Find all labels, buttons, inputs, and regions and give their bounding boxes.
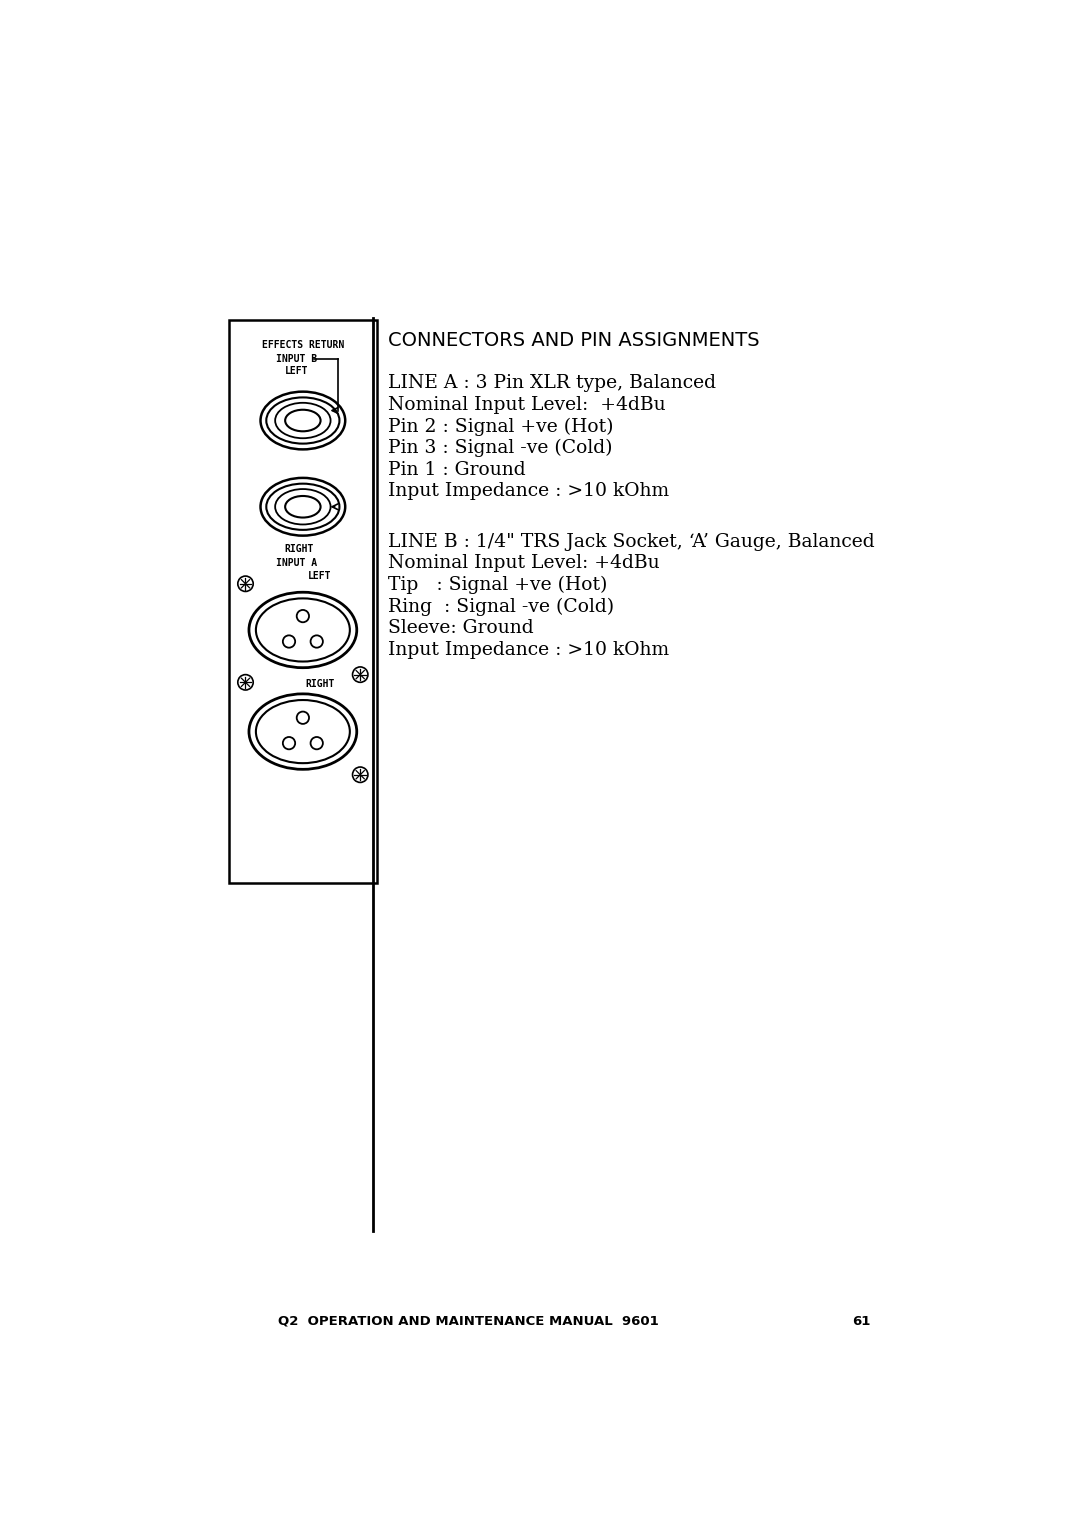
Ellipse shape (267, 484, 339, 530)
Ellipse shape (249, 694, 356, 769)
Ellipse shape (249, 593, 356, 668)
Text: 61: 61 (852, 1316, 870, 1328)
Circle shape (352, 767, 368, 782)
Circle shape (238, 675, 253, 691)
Ellipse shape (260, 478, 346, 536)
Text: Pin 3 : Signal -ve (Cold): Pin 3 : Signal -ve (Cold) (388, 439, 612, 457)
Ellipse shape (256, 700, 350, 762)
Circle shape (283, 736, 295, 749)
Ellipse shape (275, 403, 330, 439)
Text: CONNECTORS AND PIN ASSIGNMENTS: CONNECTORS AND PIN ASSIGNMENTS (388, 332, 759, 350)
Ellipse shape (267, 397, 339, 443)
Text: Nominal Input Level: +4dBu: Nominal Input Level: +4dBu (388, 555, 660, 573)
Text: Pin 2 : Signal +ve (Hot): Pin 2 : Signal +ve (Hot) (388, 417, 613, 435)
Text: Input Impedance : >10 kOhm: Input Impedance : >10 kOhm (388, 640, 670, 659)
Ellipse shape (285, 410, 321, 431)
Bar (229, 321, 377, 883)
Text: LINE A : 3 Pin XLR type, Balanced: LINE A : 3 Pin XLR type, Balanced (388, 374, 716, 393)
Text: LEFT: LEFT (308, 571, 332, 581)
Circle shape (283, 636, 295, 648)
Ellipse shape (260, 391, 346, 449)
Text: Input Impedance : >10 kOhm: Input Impedance : >10 kOhm (388, 483, 670, 500)
Circle shape (311, 736, 323, 749)
Text: INPUT B: INPUT B (276, 354, 318, 364)
Text: RIGHT: RIGHT (306, 678, 335, 689)
Text: Sleeve: Ground: Sleeve: Ground (388, 619, 534, 637)
Text: LINE B : 1/4" TRS Jack Socket, ‘A’ Gauge, Balanced: LINE B : 1/4" TRS Jack Socket, ‘A’ Gauge… (388, 533, 875, 552)
Ellipse shape (275, 489, 330, 524)
Text: Nominal Input Level:  +4dBu: Nominal Input Level: +4dBu (388, 396, 665, 414)
Text: Ring  : Signal -ve (Cold): Ring : Signal -ve (Cold) (388, 597, 615, 616)
Ellipse shape (256, 599, 350, 662)
Text: RIGHT: RIGHT (284, 544, 313, 555)
Text: INPUT A: INPUT A (276, 558, 318, 568)
Circle shape (297, 610, 309, 622)
Text: Q2  OPERATION AND MAINTENANCE MANUAL  9601: Q2 OPERATION AND MAINTENANCE MANUAL 9601 (279, 1316, 659, 1328)
Circle shape (311, 636, 323, 648)
Text: LEFT: LEFT (285, 367, 309, 376)
Circle shape (238, 576, 253, 591)
Text: Pin 1 : Ground: Pin 1 : Ground (388, 460, 526, 478)
Text: EFFECTS RETURN: EFFECTS RETURN (261, 341, 345, 350)
Circle shape (297, 712, 309, 724)
Circle shape (352, 666, 368, 683)
Text: Tip   : Signal +ve (Hot): Tip : Signal +ve (Hot) (388, 576, 607, 594)
Ellipse shape (285, 497, 321, 518)
